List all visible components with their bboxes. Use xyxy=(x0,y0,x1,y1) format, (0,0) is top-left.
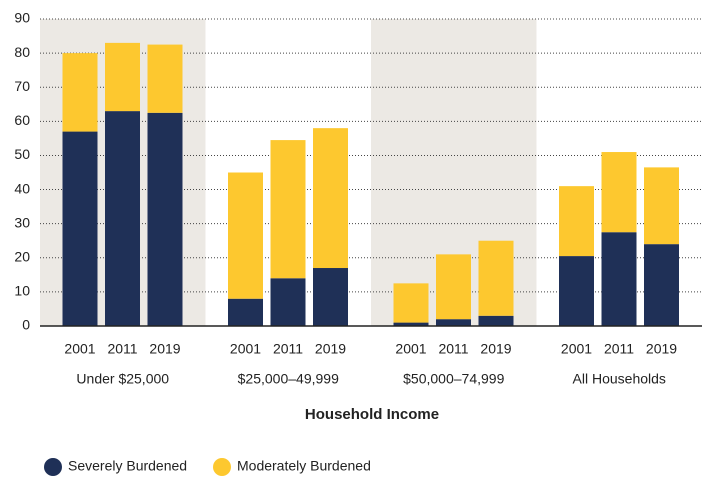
x-tick-label: 2011 xyxy=(273,341,303,357)
legend-label: Moderately Burdened xyxy=(237,458,371,474)
bar-segment xyxy=(105,111,140,326)
legend-label: Severely Burdened xyxy=(68,458,187,474)
group-label: Under $25,000 xyxy=(76,371,169,387)
x-tick-label: 2019 xyxy=(315,341,346,357)
y-tick-label: 20 xyxy=(14,248,30,264)
x-tick-label: 2011 xyxy=(107,341,137,357)
bar-segment xyxy=(478,315,514,326)
bar-segment xyxy=(270,140,306,279)
bar-segment xyxy=(436,319,471,326)
bar-segment xyxy=(601,232,637,326)
y-tick-label: 40 xyxy=(14,180,30,196)
bar-segment xyxy=(436,254,471,320)
bar-segment xyxy=(228,172,263,299)
x-tick-label: 2001 xyxy=(561,341,592,357)
x-tick-label: 2001 xyxy=(395,341,426,357)
bar-segment xyxy=(601,152,637,233)
group-label: $50,000–74,999 xyxy=(403,371,504,387)
y-tick-label: 10 xyxy=(14,283,30,299)
y-tick-label: 70 xyxy=(14,78,30,94)
bar-segment xyxy=(559,186,594,257)
bar-segment xyxy=(559,256,594,326)
bar-segment xyxy=(62,131,98,326)
bar-segment xyxy=(644,244,679,326)
legend-swatch xyxy=(213,458,231,476)
bar-segment xyxy=(313,268,348,326)
legend-swatch xyxy=(44,458,62,476)
x-tick-label: 2011 xyxy=(438,341,468,357)
y-tick-label: 0 xyxy=(22,317,30,333)
bar-segment xyxy=(270,278,306,326)
bar-segment xyxy=(313,128,348,269)
bar-segment xyxy=(478,240,514,316)
x-tick-label: 2019 xyxy=(646,341,677,357)
x-tick-label: 2001 xyxy=(64,341,95,357)
bar-segment xyxy=(228,298,263,326)
x-tick-label: 2011 xyxy=(604,341,634,357)
x-axis-title: Household Income xyxy=(305,406,439,423)
bar-segment xyxy=(644,167,679,245)
x-tick-label: 2019 xyxy=(480,341,511,357)
x-tick-label: 2001 xyxy=(230,341,261,357)
bar-segment xyxy=(393,283,429,323)
bar-segment xyxy=(105,42,140,112)
y-tick-label: 80 xyxy=(14,44,30,60)
y-tick-label: 60 xyxy=(14,112,30,128)
group-label: All Households xyxy=(573,371,666,387)
bar-segment xyxy=(147,44,183,113)
bar-segment xyxy=(62,53,98,132)
x-tick-label: 2019 xyxy=(149,341,180,357)
group-label: $25,000–49,999 xyxy=(238,371,339,387)
y-tick-label: 30 xyxy=(14,214,30,230)
bar-segment xyxy=(147,112,183,326)
y-tick-label: 90 xyxy=(14,10,30,26)
y-tick-label: 50 xyxy=(14,146,30,162)
bar-segment xyxy=(393,322,429,326)
